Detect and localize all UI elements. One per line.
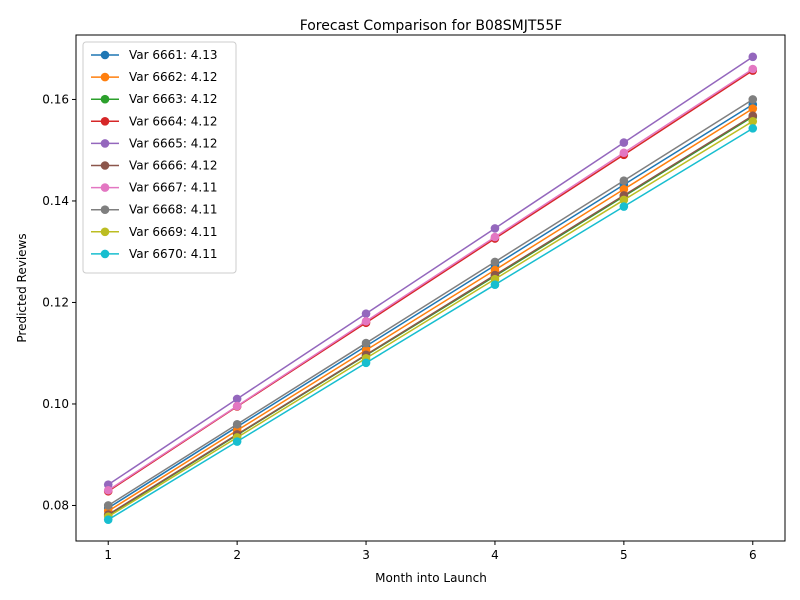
plot-frame — [75, 34, 786, 542]
x-tick-label: 1 — [104, 548, 112, 562]
legend-label: Var 6668: 4.11 — [129, 203, 218, 217]
x-tick-label: 4 — [491, 548, 499, 562]
legend-marker — [100, 161, 110, 170]
data-point — [748, 124, 758, 133]
data-point — [619, 195, 629, 205]
legend-marker — [100, 205, 110, 214]
plot-area — [103, 52, 758, 524]
legend-item: Var 6667: 4.11 — [91, 181, 218, 195]
legend-item: Var 6670: 4.11 — [91, 247, 218, 261]
data-point — [748, 52, 758, 62]
data-point — [490, 257, 500, 267]
data-point — [619, 148, 629, 158]
y-axis: 0.08 0.10 0.12 0.14 0.16 — [42, 92, 76, 512]
data-point — [103, 515, 113, 524]
series-line — [107, 56, 754, 486]
data-point — [619, 176, 629, 185]
series-7 — [103, 64, 758, 495]
x-axis: 1 2 3 4 5 6 — [104, 541, 757, 562]
data-point — [490, 224, 500, 233]
y-tick-label: 0.08 — [42, 498, 69, 512]
legend-item: Var 6664: 4.12 — [91, 114, 218, 128]
chart-title: Forecast Comparison for B08SMJT55F — [300, 18, 563, 34]
series-10 — [103, 124, 758, 524]
legend-item: Var 6663: 4.12 — [91, 92, 218, 106]
x-tick-label: 5 — [620, 548, 628, 562]
data-point — [748, 95, 758, 104]
x-tick-label: 3 — [362, 548, 370, 562]
legend-label: Var 6663: 4.12 — [129, 92, 218, 106]
data-point — [232, 437, 242, 446]
data-point — [232, 394, 242, 404]
legend-item: Var 6665: 4.12 — [91, 136, 218, 150]
data-point — [748, 64, 758, 74]
legend-marker — [100, 183, 110, 192]
legend-marker — [100, 50, 110, 60]
data-point — [619, 184, 629, 194]
series-line — [107, 115, 754, 516]
series-8 — [103, 95, 758, 510]
data-point — [748, 116, 758, 126]
data-point — [619, 202, 629, 211]
legend-marker — [100, 249, 110, 259]
series-5 — [103, 52, 758, 489]
legend-marker — [100, 227, 110, 237]
legend-item: Var 6669: 4.11 — [91, 225, 218, 239]
legend-label: Var 6665: 4.12 — [129, 136, 218, 150]
legend-item: Var 6668: 4.11 — [91, 203, 218, 217]
legend-marker — [100, 94, 110, 104]
data-point — [748, 104, 758, 113]
legend: Var 6661: 4.13 Var 6662: 4.12 Var 6663: 4.… — [82, 41, 237, 274]
series-line — [107, 98, 754, 507]
y-tick-label: 0.14 — [42, 194, 69, 208]
legend-box — [82, 41, 237, 274]
legend-label: Var 6670: 4.11 — [129, 247, 218, 261]
series-line — [107, 68, 754, 491]
x-axis-label: Month into Launch — [375, 571, 487, 585]
data-point — [490, 232, 500, 242]
data-point — [103, 501, 113, 510]
data-point — [490, 280, 500, 290]
data-point — [232, 401, 242, 411]
series-line — [107, 107, 754, 512]
legend-marker — [100, 139, 110, 148]
legend-label: Var 6667: 4.11 — [129, 181, 218, 195]
y-axis-label: Predicted Reviews — [15, 233, 29, 342]
y-tick-label: 0.12 — [42, 295, 69, 309]
legend-label: Var 6669: 4.11 — [129, 225, 218, 239]
y-tick-label: 0.16 — [42, 92, 69, 106]
legend-item: Var 6662: 4.12 — [91, 70, 218, 84]
data-point — [361, 316, 371, 326]
data-point — [619, 138, 629, 147]
data-point — [103, 485, 113, 495]
legend-marker — [100, 72, 110, 82]
legend-item: Var 6661: 4.13 — [91, 48, 218, 62]
data-point — [232, 419, 242, 429]
legend-label: Var 6662: 4.12 — [129, 70, 218, 84]
legend-label: Var 6664: 4.12 — [129, 114, 218, 128]
series-line — [107, 103, 754, 509]
legend-label: Var 6661: 4.13 — [129, 48, 218, 62]
data-point — [361, 309, 371, 318]
legend-marker — [100, 117, 110, 126]
data-point — [361, 358, 371, 368]
x-tick-label: 6 — [749, 548, 757, 562]
series-line — [107, 127, 754, 521]
series-line — [107, 120, 754, 518]
x-tick-label: 2 — [233, 548, 241, 562]
data-point — [361, 338, 371, 348]
y-tick-label: 0.10 — [42, 397, 69, 411]
legend-item: Var 6666: 4.12 — [91, 159, 218, 173]
legend-label: Var 6666: 4.12 — [129, 159, 218, 173]
